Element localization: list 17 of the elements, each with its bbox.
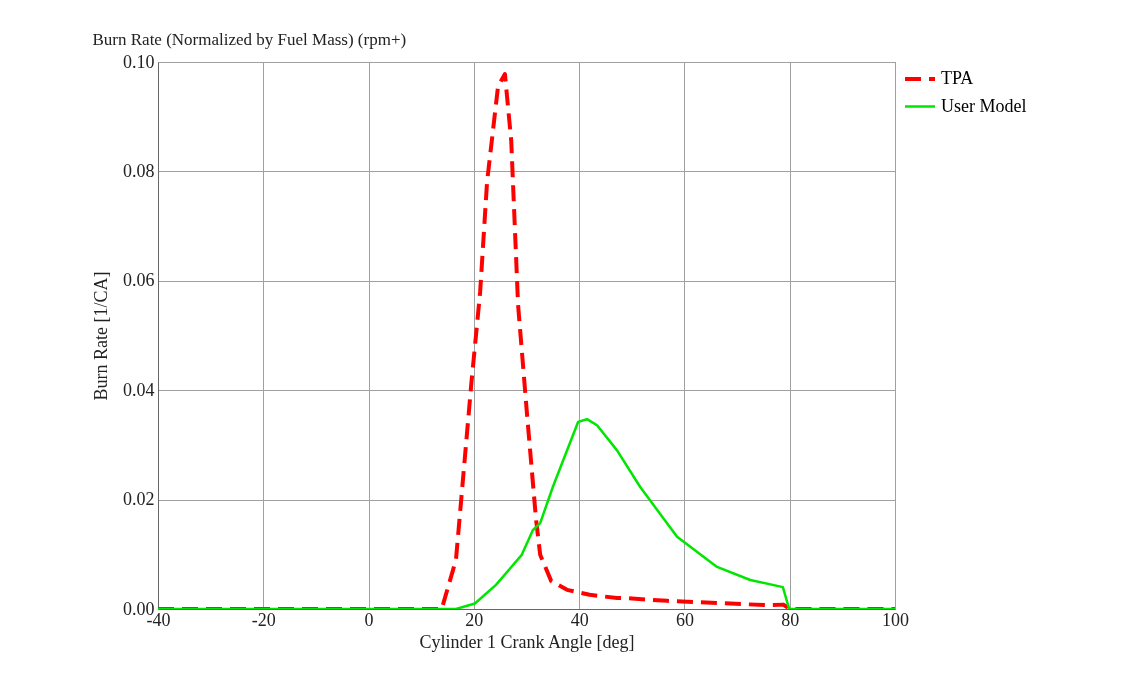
legend-label: User Model <box>941 95 1027 116</box>
y-tick-label: 0.10 <box>123 51 155 72</box>
x-tick-label: 100 <box>882 609 909 630</box>
x-tick-label: -20 <box>251 609 276 630</box>
y-tick-label: 0.04 <box>123 379 155 400</box>
x-tick-label: 80 <box>781 609 800 630</box>
x-tick-label: 40 <box>570 609 589 630</box>
x-tick-label: 20 <box>465 609 484 630</box>
x-tick-label: 0 <box>364 609 374 630</box>
y-tick-label: 0.06 <box>123 270 155 291</box>
y-tick-label: 0.08 <box>123 160 155 181</box>
x-tick-label: 60 <box>675 609 694 630</box>
chart-title: Burn Rate (Normalized by Fuel Mass) (rpm+) <box>92 30 407 49</box>
y-tick-label: 0.02 <box>123 489 155 510</box>
y-axis-title: Burn Rate [1/CA] <box>91 271 111 401</box>
legend-label: TPA <box>941 68 974 88</box>
x-axis-title: Cylinder 1 Crank Angle [deg] <box>419 631 635 652</box>
